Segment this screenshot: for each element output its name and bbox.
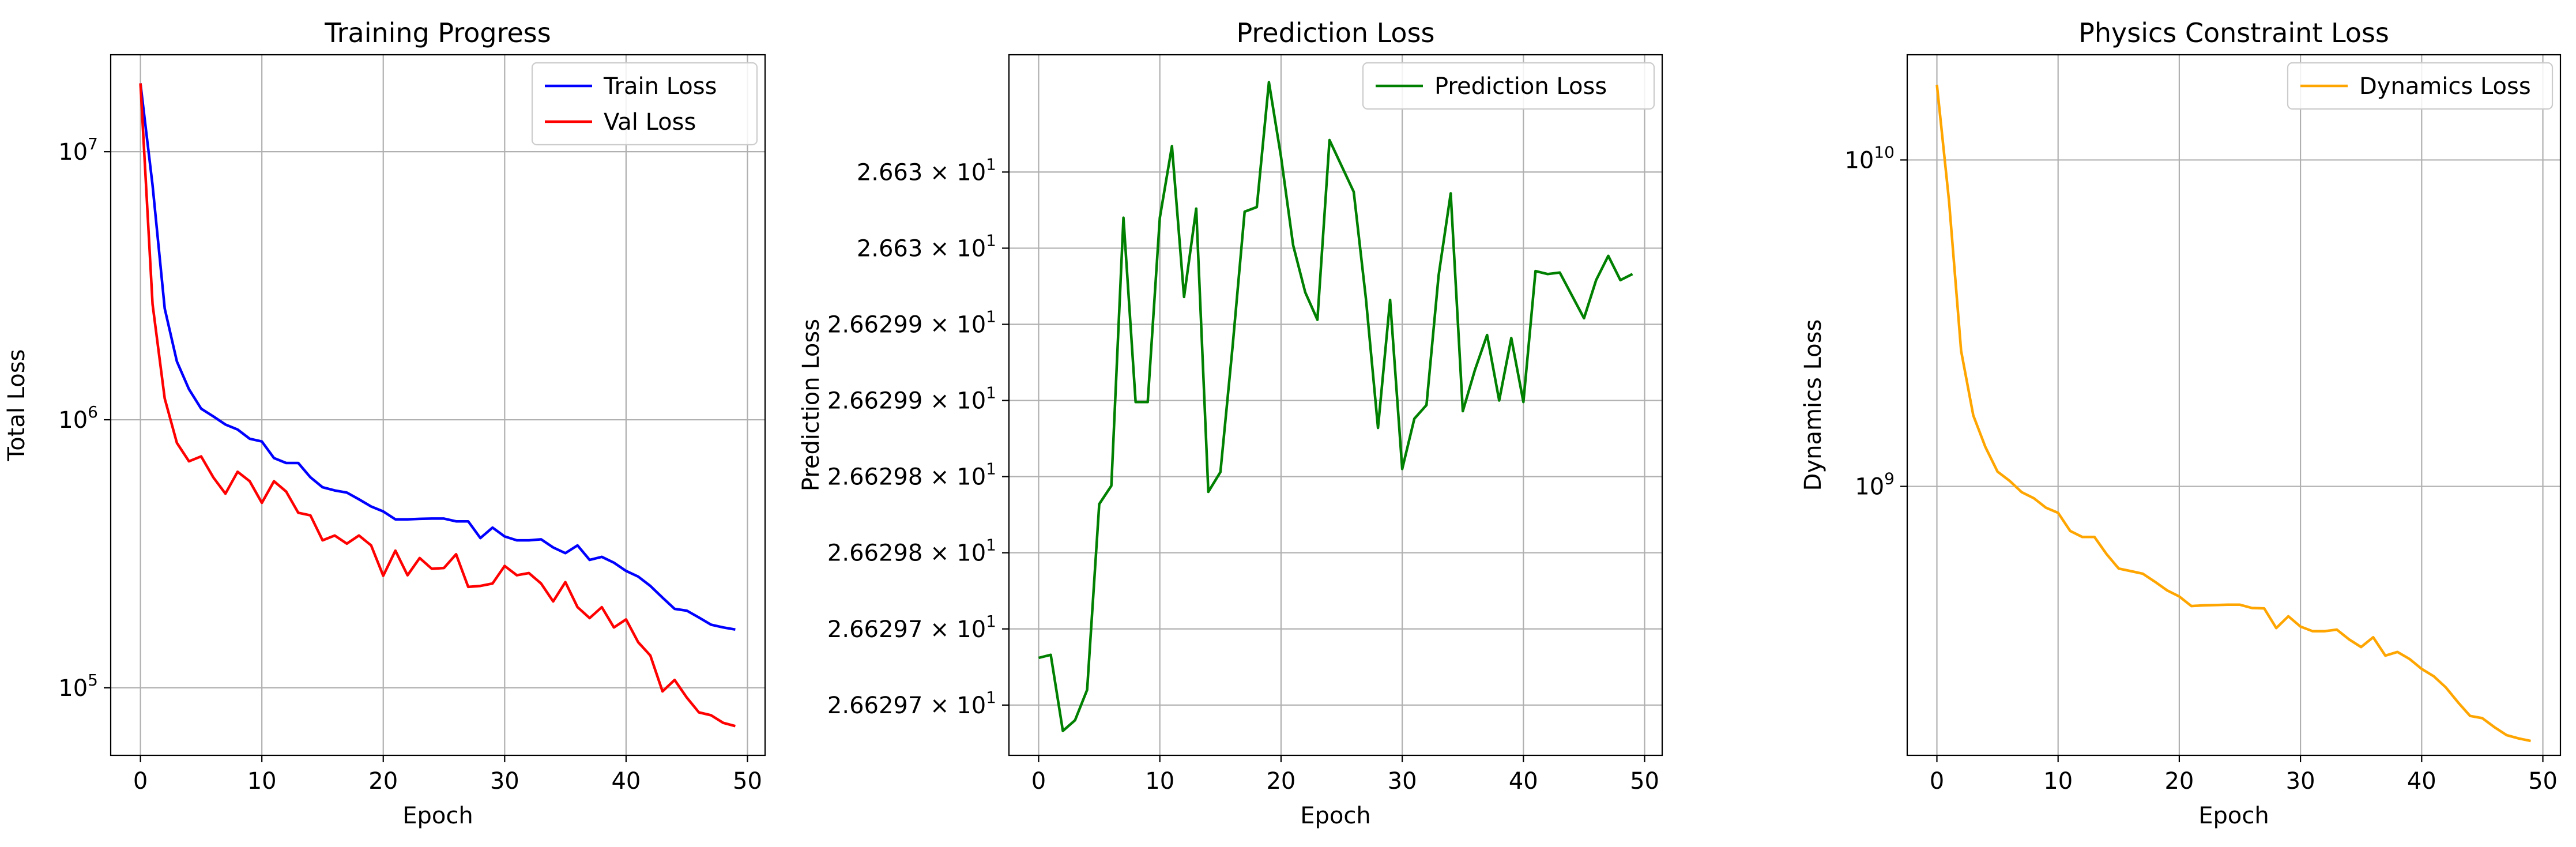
legend-box [531, 62, 758, 146]
physics-constraint-ticks: 0 10 20 30 40 50 109 1010 [1844, 142, 2558, 795]
x-tick-label: 50 [1630, 768, 1659, 795]
legend-entry: Dynamics Loss [2359, 73, 2531, 100]
x-tick-label: 50 [733, 768, 762, 795]
x-tick-label: 0 [133, 768, 148, 795]
y-tick-label: 2.66298 × 101 [827, 536, 996, 567]
y-tick-label: 107 [58, 134, 98, 165]
training-progress-title: Training Progress [324, 17, 551, 48]
prediction-loss-title: Prediction Loss [1236, 17, 1434, 48]
legend-entry: Prediction Loss [1434, 73, 1607, 100]
training-progress-x-axis-label: Epoch [402, 803, 473, 829]
training-progress-plot-frame [110, 54, 766, 756]
physics-constraint-panel: 0 10 20 30 40 50 109 1010 Physics Constraint Lo… [1800, 17, 2562, 829]
y-tick-label: 2.66297 × 101 [827, 688, 996, 719]
y-tick-label: 2.66298 × 101 [827, 460, 996, 491]
y-tick-label: 2.66299 × 101 [827, 383, 996, 415]
legend-entry: Val Loss [604, 109, 696, 135]
x-tick-label: 30 [490, 768, 519, 795]
physics-constraint-title: Physics Constraint Loss [2078, 17, 2389, 48]
x-tick-label: 30 [1388, 768, 1417, 795]
x-tick-label: 10 [2043, 768, 2073, 795]
y-tick-label: 2.663 × 101 [857, 155, 996, 186]
series-line-1 [139, 83, 736, 631]
y-tick-label: 1010 [1844, 142, 1895, 174]
training-progress-y-axis-label: Total Loss [3, 349, 30, 462]
x-tick-label: 40 [2407, 768, 2436, 795]
series-line-2 [139, 83, 736, 728]
physics-constraint-gridlines [1907, 55, 2560, 755]
x-tick-label: 20 [1266, 768, 1295, 795]
x-tick-label: 0 [1930, 768, 1944, 795]
prediction-loss-plot-frame [1008, 54, 1663, 756]
prediction-loss-x-axis-label: Epoch [1300, 803, 1370, 829]
series-line-1 [1935, 84, 2531, 743]
prediction-loss-panel: 0 10 20 30 40 50 2.66297 × 101 2.66297 × 101 2.6… [798, 17, 1663, 829]
x-tick-label: 10 [1145, 768, 1174, 795]
y-tick-label: 105 [58, 671, 98, 702]
series-line-1 [1038, 81, 1633, 732]
x-tick-label: 10 [247, 768, 277, 795]
y-tick-label: 2.663 × 101 [857, 231, 996, 262]
physics-constraint-plot-frame [1906, 54, 2562, 756]
legend-entry: Train Loss [603, 73, 717, 100]
prediction-loss-legend: Prediction Loss [1362, 62, 1655, 110]
y-tick-label: 106 [58, 402, 98, 434]
x-tick-label: 50 [2528, 768, 2558, 795]
y-tick-label: 109 [1855, 469, 1895, 500]
training-progress-panel: 0 10 20 30 40 50 105 106 107 Training Progress E… [3, 17, 766, 829]
prediction-loss-ticks: 0 10 20 30 40 50 2.66297 × 101 2.66297 × 101 2.6… [827, 155, 1659, 795]
prediction-loss-gridlines [1009, 55, 1662, 755]
legend-box [1362, 62, 1655, 110]
physics-constraint-x-axis-label: Epoch [2198, 803, 2269, 829]
training-progress-gridlines [111, 55, 765, 755]
training-progress-ticks: 0 10 20 30 40 50 105 106 107 [58, 134, 762, 795]
training-progress-lines [139, 83, 736, 728]
physics-constraint-legend: Dynamics Loss [2287, 62, 2554, 110]
physics-constraint-lines [1935, 84, 2531, 743]
x-tick-label: 20 [368, 768, 398, 795]
x-tick-label: 30 [2286, 768, 2315, 795]
physics-constraint-y-axis-label: Dynamics Loss [1800, 319, 1826, 491]
prediction-loss-lines [1038, 81, 1633, 732]
legend-box [2287, 62, 2554, 110]
x-tick-label: 20 [2164, 768, 2194, 795]
training-progress-legend: Train Loss Val Loss [531, 62, 758, 146]
x-tick-label: 40 [1509, 768, 1538, 795]
prediction-loss-y-axis-label: Prediction Loss [798, 319, 824, 491]
x-tick-label: 0 [1031, 768, 1046, 795]
y-tick-label: 2.66297 × 101 [827, 612, 996, 643]
x-tick-label: 40 [611, 768, 641, 795]
y-tick-label: 2.66299 × 101 [827, 307, 996, 338]
